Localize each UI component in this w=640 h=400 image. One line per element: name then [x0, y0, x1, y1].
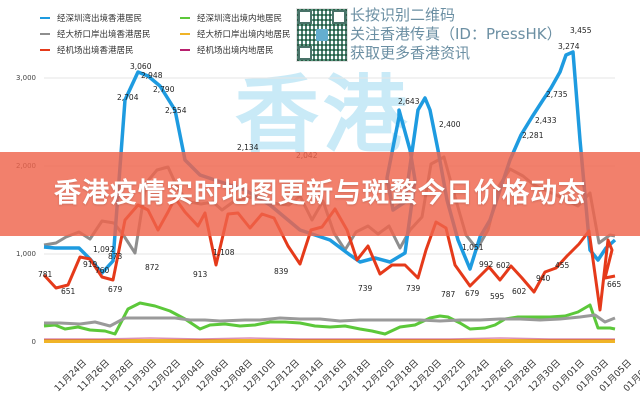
banner-title: 香港疫情实时地图更新与斑蝥今日价格动态 — [54, 178, 586, 209]
svg-text:455: 455 — [555, 261, 570, 270]
svg-text:602: 602 — [512, 287, 527, 296]
svg-text:2,735: 2,735 — [546, 90, 568, 99]
series-sz-bay-hk — [43, 50, 617, 275]
svg-text:2,134: 2,134 — [237, 143, 259, 152]
svg-text:595: 595 — [490, 292, 505, 301]
svg-text:2,948: 2,948 — [141, 71, 163, 80]
legend-item-sz-bay-mainland[interactable]: 经深圳湾出境内地居民 — [180, 12, 310, 24]
legend-swatch — [40, 17, 50, 19]
svg-text:602: 602 — [496, 261, 511, 270]
legend-label: 经机场出境香港居民 — [57, 46, 134, 56]
svg-text:1,092: 1,092 — [93, 245, 115, 254]
svg-text:3,274: 3,274 — [558, 42, 580, 51]
svg-text:0: 0 — [32, 338, 36, 346]
legend-item-bridge-hk[interactable]: 经大桥口岸出境香港居民 — [40, 28, 170, 40]
legend-label: 经深圳湾出境香港居民 — [57, 14, 143, 24]
svg-text:2,433: 2,433 — [535, 116, 557, 125]
legend-label: 经大桥口岸出境内地居民 — [197, 30, 291, 40]
legend-item-airport-hk[interactable]: 经机场出境香港居民 — [40, 44, 170, 56]
svg-text:787: 787 — [441, 290, 456, 299]
svg-text:1,000: 1,000 — [16, 250, 36, 258]
promo-text: 长按识别二维码 关注香港传真（ID：PressHK） 获取更多香港资讯 — [350, 6, 562, 63]
legend-item-bridge-mainland[interactable]: 经大桥口岸出境内地居民 — [180, 28, 310, 40]
legend-label: 经机场出境内地居民 — [197, 46, 274, 56]
svg-text:651: 651 — [61, 287, 76, 296]
svg-text:739: 739 — [358, 284, 373, 293]
series-airport-mainland — [44, 337, 615, 340]
svg-text:872: 872 — [145, 263, 160, 272]
svg-text:992: 992 — [479, 260, 494, 269]
svg-text:665: 665 — [607, 280, 622, 289]
legend-swatch — [180, 49, 190, 51]
svg-text:679: 679 — [465, 289, 480, 298]
qr-finder-icon — [298, 10, 312, 24]
qr-finder-icon — [332, 10, 346, 24]
x-axis-ticks: 11月24日 11月26日 11月28日 11月30日 12月02日 12月04… — [52, 357, 640, 394]
chart-legend: 经深圳湾出境香港居民 经深圳湾出境内地居民 经大桥口岸出境香港居民 经大桥口岸出… — [40, 12, 310, 56]
series-sz-bay-mainland — [43, 301, 616, 336]
qr-logo-icon — [316, 29, 328, 41]
svg-text:2,643: 2,643 — [398, 97, 420, 106]
svg-text:873: 873 — [108, 252, 123, 261]
svg-text:1,108: 1,108 — [213, 248, 235, 257]
legend-label: 经深圳湾出境内地居民 — [197, 14, 283, 24]
svg-text:3,000: 3,000 — [16, 74, 36, 82]
svg-text:839: 839 — [274, 267, 289, 276]
svg-text:781: 781 — [38, 270, 53, 279]
svg-text:3,455: 3,455 — [570, 26, 592, 35]
svg-text:739: 739 — [406, 284, 421, 293]
legend-swatch — [40, 33, 50, 35]
svg-text:760: 760 — [95, 266, 110, 275]
legend-swatch — [180, 17, 190, 19]
qr-finder-icon — [298, 46, 312, 60]
promo-line-1: 长按识别二维码 — [350, 6, 456, 24]
svg-text:2,281: 2,281 — [522, 131, 544, 140]
legend-item-airport-mainland[interactable]: 经机场出境内地居民 — [180, 44, 310, 56]
legend-item-sz-bay-hk[interactable]: 经深圳湾出境香港居民 — [40, 12, 170, 24]
svg-text:2,790: 2,790 — [153, 85, 175, 94]
title-banner: 香港疫情实时地图更新与斑蝥今日价格动态 — [0, 152, 640, 236]
svg-text:3,060: 3,060 — [130, 62, 152, 71]
data-labels: 3,060 2,948 2,790 2,704 2,554 2,134 2,04… — [38, 26, 622, 301]
promo-line-2: 关注香港传真（ID：PressHK） — [350, 25, 562, 43]
promo-line-3: 获取更多香港资讯 — [350, 44, 471, 62]
svg-text:919: 919 — [83, 260, 98, 269]
svg-text:913: 913 — [193, 270, 208, 279]
svg-text:2,704: 2,704 — [117, 93, 139, 102]
svg-text:2,400: 2,400 — [439, 120, 461, 129]
svg-text:679: 679 — [108, 285, 123, 294]
legend-label: 经大桥口岸出境香港居民 — [57, 30, 151, 40]
legend-swatch — [40, 49, 50, 51]
svg-text:2,554: 2,554 — [165, 106, 187, 115]
svg-text:940: 940 — [536, 274, 551, 283]
legend-swatch — [180, 33, 190, 35]
watermark: 香港 — [235, 66, 412, 164]
svg-text:1,051: 1,051 — [462, 243, 484, 252]
qr-code[interactable] — [296, 8, 348, 62]
series-bridge-hk-low — [44, 313, 616, 328]
